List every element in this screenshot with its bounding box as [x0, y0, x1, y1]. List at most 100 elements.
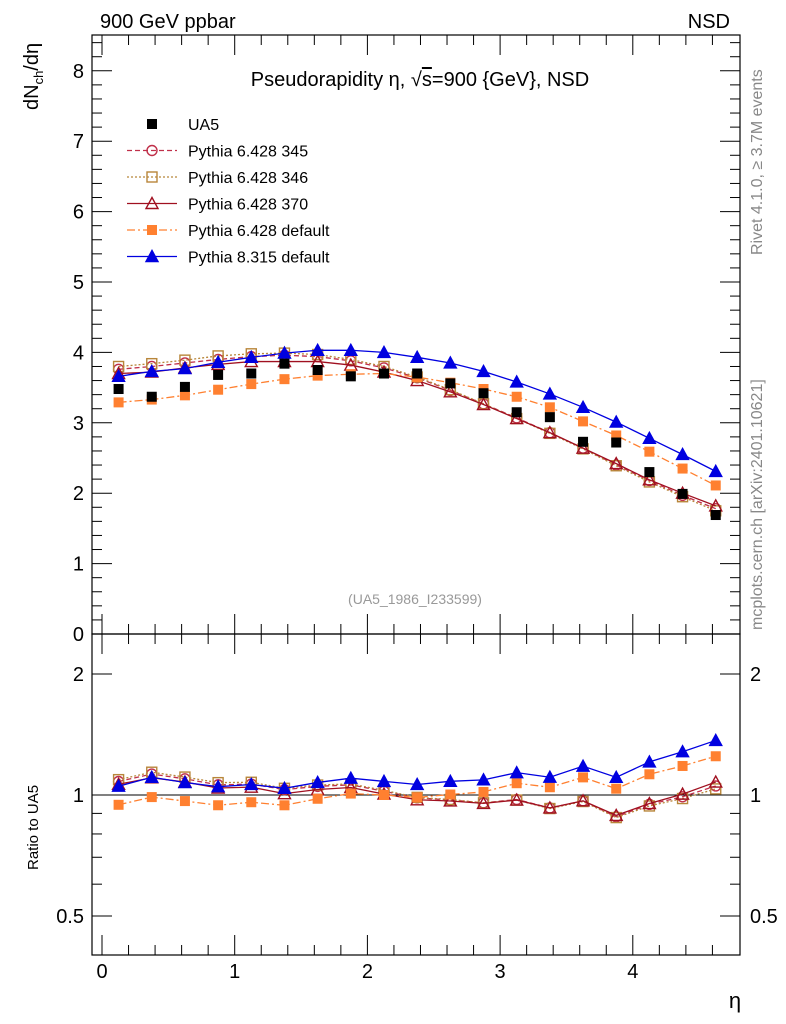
header-left: 900 GeV ppbar [100, 11, 236, 33]
x-axis-label: η [729, 988, 741, 1013]
ratio-point-pythia-6-428-default [279, 800, 290, 811]
y-tick-label: 6 [73, 202, 84, 224]
ratio-point-pythia-8-315-default [509, 765, 524, 779]
data-point-ua5 [179, 381, 190, 392]
ratio-point-pythia-6-428-370 [542, 800, 558, 814]
ratio-tick-label: 2 [73, 664, 84, 686]
data-point-ua5 [677, 488, 688, 499]
data-point-pythia-8-315-default [642, 430, 657, 444]
data-point-pythia-8-315-default [210, 354, 226, 368]
ratio-tick-label-right: 0.5 [750, 906, 778, 928]
data-point-pythia-8-315-default [244, 349, 259, 364]
ratio-point-pythia-8-315-default [210, 779, 226, 793]
legend-label: Pythia 8.315 default [188, 250, 330, 267]
data-point-pythia-6-428-370 [542, 425, 558, 439]
ratio-point-pythia-6-428-default [246, 797, 257, 808]
data-point-ua5 [478, 388, 489, 399]
data-point-ua5 [445, 378, 456, 389]
y-tick-label: 1 [73, 554, 84, 576]
data-point-ua5 [345, 371, 356, 382]
y-axis-label: dNch/dη [21, 43, 46, 110]
data-point-pythia-6-428-default [611, 430, 622, 441]
ratio-point-pythia-6-428-default [578, 772, 589, 783]
data-point-pythia-6-428-default [578, 416, 589, 427]
ratio-tick-label-right: 1 [750, 785, 761, 807]
data-point-pythia-8-315-default [376, 344, 392, 359]
legend-entry-pythia-6-428-346: Pythia 6.428 346 [127, 170, 308, 187]
data-point-pythia-8-315-default [575, 399, 591, 414]
data-point-pythia-6-428-default [710, 480, 721, 491]
x-tick-label: 3 [495, 961, 506, 983]
ratio-point-pythia-6-428-default [312, 793, 323, 804]
series-pythia-6-428-default [113, 368, 721, 491]
data-point-pythia-6-428-default [213, 384, 224, 395]
data-point-pythia-6-428-default [246, 379, 257, 390]
data-point-ua5 [213, 369, 224, 380]
data-point-pythia-6-428-370 [476, 397, 491, 411]
ratio-point-pythia-6-428-default [179, 796, 190, 807]
legend-marker [146, 144, 158, 157]
ratio-point-pythia-6-428-370 [443, 793, 458, 807]
data-point-ua5 [544, 412, 555, 423]
y-tick-label: 8 [73, 61, 84, 83]
ratio-point-pythia-6-428-default [677, 760, 688, 771]
data-point-pythia-6-428-default [511, 391, 522, 402]
data-point-pythia-8-315-default [509, 374, 524, 388]
x-tick-label: 1 [229, 961, 240, 983]
legend-marker [144, 249, 160, 263]
data-point-pythia-8-315-default [277, 345, 292, 359]
data-point-pythia-8-315-default [111, 368, 126, 383]
data-point-ua5 [279, 358, 290, 369]
data-point-ua5 [644, 467, 655, 478]
ratio-point-pythia-8-315-default [343, 770, 358, 784]
data-point-pythia-8-315-default [708, 463, 723, 478]
ratio-point-pythia-6-428-default [378, 790, 389, 800]
ratio-point-pythia-6-428-370 [675, 786, 690, 800]
data-point-pythia-6-428-370 [642, 472, 657, 486]
legend-entry-pythia-6-428-345: Pythia 6.428 345 [127, 144, 308, 161]
legend-marker [147, 119, 157, 129]
ratio-point-pythia-6-428-default [644, 769, 655, 780]
data-point-pythia-6-428-346 [544, 427, 556, 440]
ratio-line-pythia-6-428-345 [118, 773, 716, 818]
data-point-ua5 [312, 365, 323, 375]
ratio-point-pythia-6-428-default [478, 786, 489, 797]
legend-label: Pythia 6.428 346 [188, 170, 308, 187]
data-point-pythia-8-315-default [476, 363, 491, 378]
header-right: NSD [688, 11, 730, 33]
analysis-annotation: (UA5_1986_I233599) [348, 591, 482, 607]
ratio-point-pythia-8-315-default [376, 773, 392, 788]
plot-title: Pseudorapidity η, √s=900 {GeV}, NSD [251, 69, 589, 91]
data-point-ua5 [710, 510, 721, 521]
data-point-pythia-8-315-default [144, 363, 159, 378]
rivet-label: Rivet 4.1.0, ≥ 3.7M events [749, 69, 766, 255]
data-point-pythia-6-428-default [113, 397, 124, 408]
x-tick-label: 4 [627, 961, 638, 983]
ratio-point-pythia-8-315-default [575, 758, 591, 772]
ratio-point-pythia-8-315-default [708, 732, 723, 747]
legend-label: Pythia 6.428 370 [188, 197, 308, 214]
y-tick-label: 5 [73, 272, 84, 294]
ratio-point-pythia-8-315-default [476, 772, 491, 786]
ratio-point-pythia-8-315-default [675, 744, 690, 758]
ratio-point-pythia-8-315-default [244, 777, 259, 791]
ratio-point-pythia-8-315-default [443, 773, 458, 788]
legend-marker [147, 225, 157, 235]
data-point-pythia-8-315-default [177, 361, 193, 375]
ratio-series-pythia-8-315-default [111, 732, 723, 795]
data-point-pythia-6-428-370 [509, 411, 524, 425]
ratio-point-pythia-6-428-default [345, 788, 356, 799]
ratio-series-pythia-6-428-default [113, 751, 721, 811]
y-tick-label: 0 [73, 624, 84, 646]
ratio-point-pythia-6-428-370 [642, 796, 657, 810]
data-point-pythia-6-428-370 [575, 440, 591, 454]
ratio-point-pythia-6-428-370 [509, 792, 524, 806]
ratio-point-pythia-8-315-default [177, 775, 193, 789]
data-point-pythia-8-315-default [310, 342, 325, 356]
y-tick-label: 3 [73, 413, 84, 435]
data-point-pythia-6-428-370 [609, 456, 624, 470]
ratio-point-pythia-6-428-346 [710, 783, 722, 795]
data-point-pythia-8-315-default [609, 414, 624, 428]
data-point-pythia-8-315-default [409, 349, 425, 364]
ratio-point-pythia-6-428-default [213, 800, 224, 811]
